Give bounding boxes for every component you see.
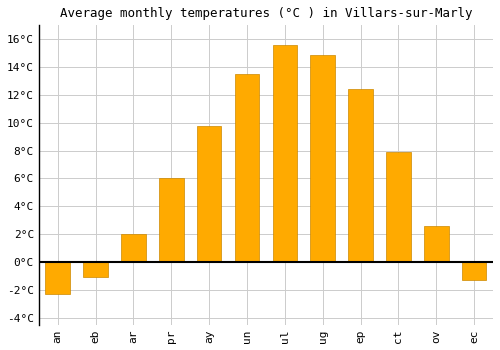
Bar <box>386 152 410 262</box>
Title: Average monthly temperatures (°C ) in Villars-sur-Marly: Average monthly temperatures (°C ) in Vi… <box>60 7 472 20</box>
Bar <box>84 262 108 277</box>
Bar <box>424 226 448 262</box>
Bar <box>272 45 297 262</box>
Bar <box>462 262 486 280</box>
Bar <box>197 126 222 262</box>
Bar <box>121 234 146 262</box>
Bar <box>234 74 260 262</box>
Bar <box>310 55 335 262</box>
Bar <box>348 89 373 262</box>
Bar <box>46 262 70 294</box>
Bar <box>159 178 184 262</box>
